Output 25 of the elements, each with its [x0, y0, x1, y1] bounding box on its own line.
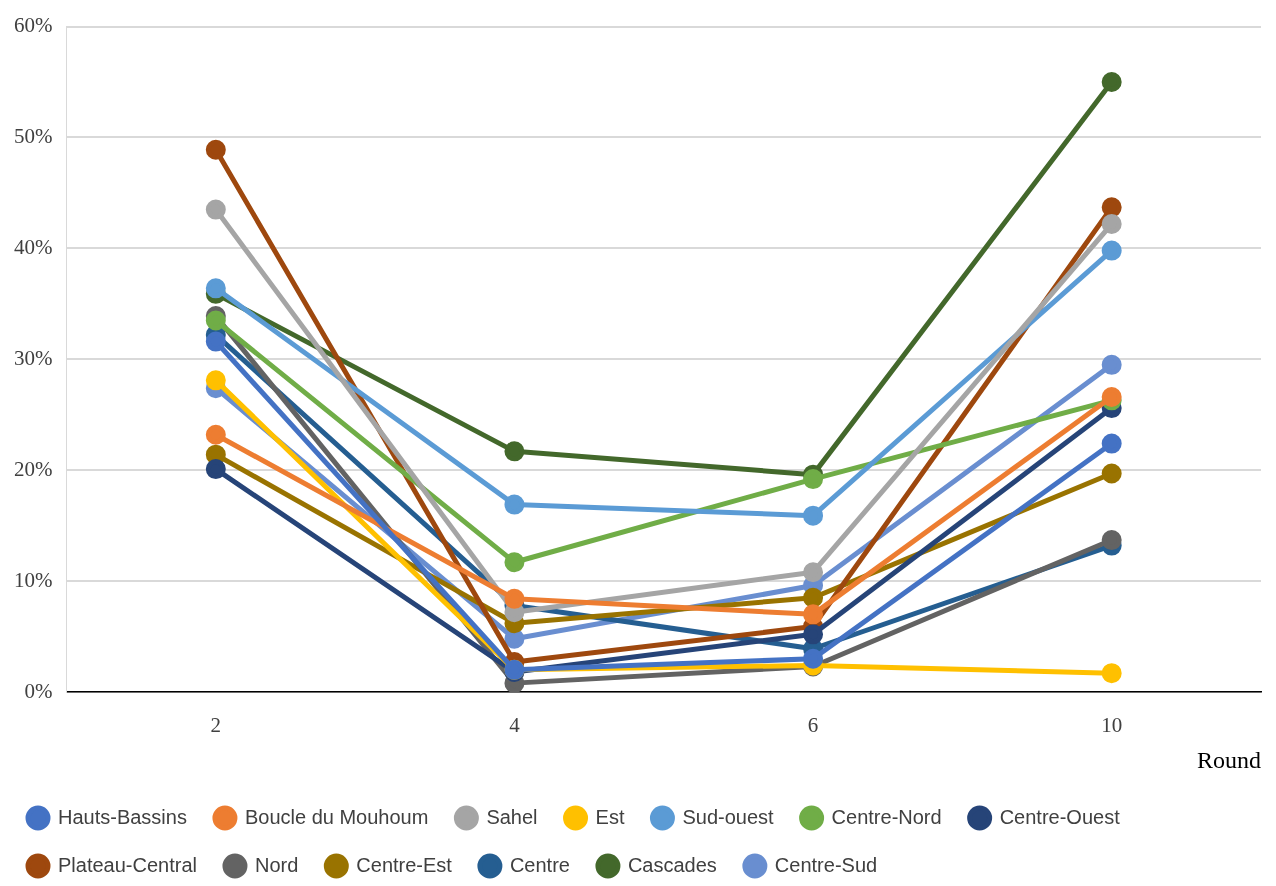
x-tick-label: 10 [1101, 713, 1123, 738]
y-tick-label: 50% [13, 124, 53, 149]
x-tick-label: 6 [807, 713, 819, 738]
y-tick-label: 10% [13, 567, 53, 592]
legend-label: Boucle du Mouhoum [244, 805, 429, 828]
x-tick-label: 2 [210, 713, 222, 738]
legend-label: Centre [509, 853, 570, 876]
legend-label: Nord [254, 853, 299, 876]
legend-label: Centre-Est [356, 853, 453, 876]
y-tick-label: 60% [13, 13, 53, 38]
x-axis-title: Round [1196, 746, 1261, 773]
legend-label: Centre-Sud [774, 853, 878, 876]
legend-label: Sud-ouest [682, 805, 775, 828]
y-tick-label: 30% [13, 345, 53, 370]
legend-label: Cascades [627, 853, 717, 876]
y-tick-label: 40% [13, 234, 53, 259]
legend-label: Est [595, 805, 625, 828]
legend-label: Hauts-Bassins [58, 805, 187, 828]
x-tick-label: 4 [509, 713, 521, 738]
y-tick-label: 20% [13, 456, 53, 481]
legend-label: Plateau-Central [58, 853, 197, 876]
legend-label: Centre-Ouest [999, 805, 1121, 828]
legend-label: Centre-Nord [831, 805, 942, 828]
y-tick-label: 0% [24, 678, 53, 703]
legend-label: Sahel [486, 805, 538, 828]
